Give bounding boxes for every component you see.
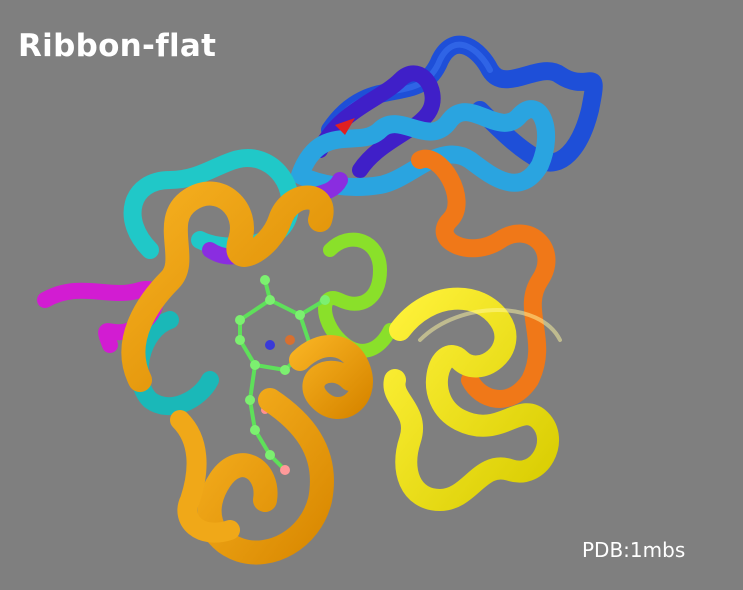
helix-dark-orange	[411, 149, 556, 408]
helix-yellow	[383, 287, 562, 512]
helix-skyblue	[291, 100, 556, 196]
pdb-id-label: PDB:1mbs	[582, 538, 686, 562]
render-style-title: Ribbon-flat	[18, 28, 217, 64]
helix-red	[335, 118, 355, 135]
helix-lime	[318, 232, 397, 358]
helix-indigo	[312, 65, 441, 178]
helix-orange	[121, 181, 373, 565]
